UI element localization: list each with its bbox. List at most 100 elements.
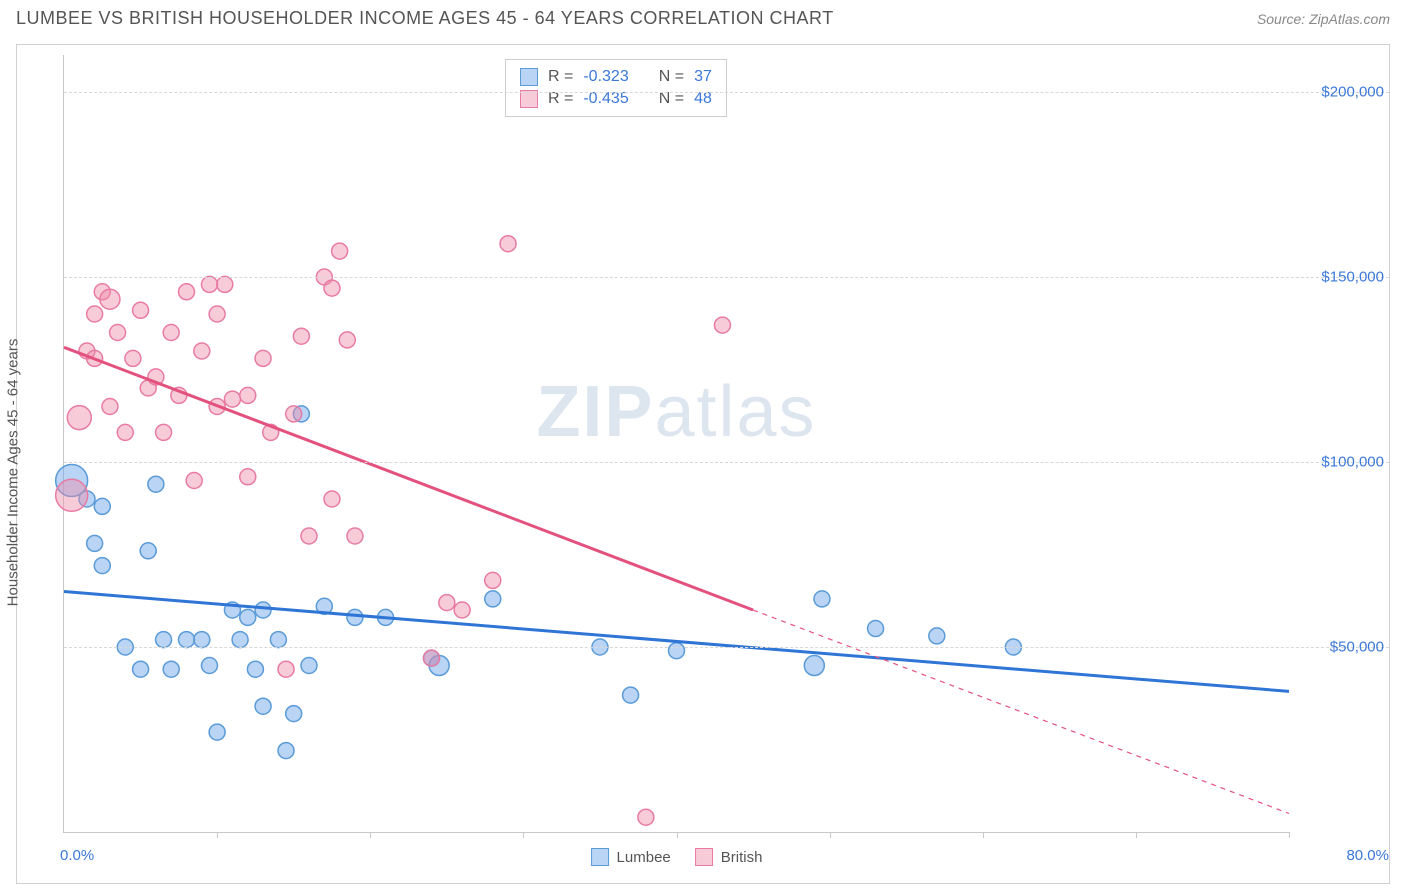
data-point [301,658,317,674]
data-point [232,632,248,648]
data-point [94,498,110,514]
legend-item: British [695,848,763,866]
data-point [278,661,294,677]
legend-label: British [721,849,763,866]
data-point [929,628,945,644]
data-point [324,491,340,507]
data-point [255,350,271,366]
data-point [67,406,91,430]
data-point [217,276,233,292]
series-legend: Lumbee British [591,848,763,866]
data-point [669,643,685,659]
r-label: R = [548,68,573,86]
data-point [270,632,286,648]
chart-title: LUMBEE VS BRITISH HOUSEHOLDER INCOME AGE… [16,8,834,29]
x-tick [1289,832,1290,838]
data-point [286,406,302,422]
data-point [156,424,172,440]
data-point [201,276,217,292]
trend-line-dashed [753,610,1289,814]
data-point [179,632,195,648]
data-point [102,399,118,415]
data-point [209,306,225,322]
data-point [485,572,501,588]
data-point [209,724,225,740]
data-point [286,706,302,722]
data-point [56,479,88,511]
x-tick [677,832,678,838]
data-point [133,302,149,318]
data-point [87,306,103,322]
data-point [424,650,440,666]
plot-area: ZIPatlas R = -0.323 N = 37 R = -0.435 N … [63,55,1289,833]
data-point [194,343,210,359]
data-point [125,350,141,366]
data-point [623,687,639,703]
data-point [163,325,179,341]
trend-line [64,347,753,610]
data-point [186,473,202,489]
legend-swatch [695,848,713,866]
data-point [117,424,133,440]
data-point [868,621,884,637]
gridline-h [64,277,1389,278]
data-point [179,284,195,300]
x-axis-max-label: 80.0% [1346,847,1389,864]
data-point [94,558,110,574]
n-value: 37 [694,68,712,86]
chart-source: Source: ZipAtlas.com [1257,11,1390,27]
gridline-h [64,462,1389,463]
data-point [87,535,103,551]
x-tick [830,832,831,838]
data-point [255,602,271,618]
data-point [293,328,309,344]
y-axis-label: Householder Income Ages 45 - 64 years [5,339,22,607]
data-point [247,661,263,677]
legend-item: Lumbee [591,848,671,866]
x-tick [217,832,218,838]
data-point [714,317,730,333]
data-point [156,632,172,648]
y-tick-label: $200,000 [1321,84,1384,101]
x-tick [1136,832,1137,838]
data-point [240,609,256,625]
data-point [301,528,317,544]
data-point [332,243,348,259]
data-point [201,658,217,674]
legend-swatch [520,68,538,86]
data-point [339,332,355,348]
data-point [240,387,256,403]
r-value: -0.323 [583,68,628,86]
data-point [347,528,363,544]
y-tick-label: $150,000 [1321,269,1384,286]
data-point [439,595,455,611]
gridline-h [64,92,1389,93]
chart-container: Householder Income Ages 45 - 64 years ZI… [16,44,1390,884]
x-tick [370,832,371,838]
gridline-h [64,647,1389,648]
correlation-legend-row: R = -0.323 N = 37 [520,66,712,88]
legend-label: Lumbee [617,849,671,866]
n-label: N = [659,68,684,86]
data-point [814,591,830,607]
x-axis-min-label: 0.0% [60,847,94,864]
legend-swatch [591,848,609,866]
chart-header: LUMBEE VS BRITISH HOUSEHOLDER INCOME AGE… [0,0,1406,33]
data-point [110,325,126,341]
data-point [133,661,149,677]
x-tick [523,832,524,838]
data-point [100,289,120,309]
data-point [163,661,179,677]
data-point [255,698,271,714]
data-point [324,280,340,296]
y-tick-label: $50,000 [1330,639,1384,656]
y-tick-label: $100,000 [1321,454,1384,471]
x-tick [983,832,984,838]
correlation-legend: R = -0.323 N = 37 R = -0.435 N = 48 [505,59,727,117]
data-point [454,602,470,618]
data-point [224,391,240,407]
data-point [278,743,294,759]
data-point [194,632,210,648]
data-point [148,476,164,492]
data-point [485,591,501,607]
